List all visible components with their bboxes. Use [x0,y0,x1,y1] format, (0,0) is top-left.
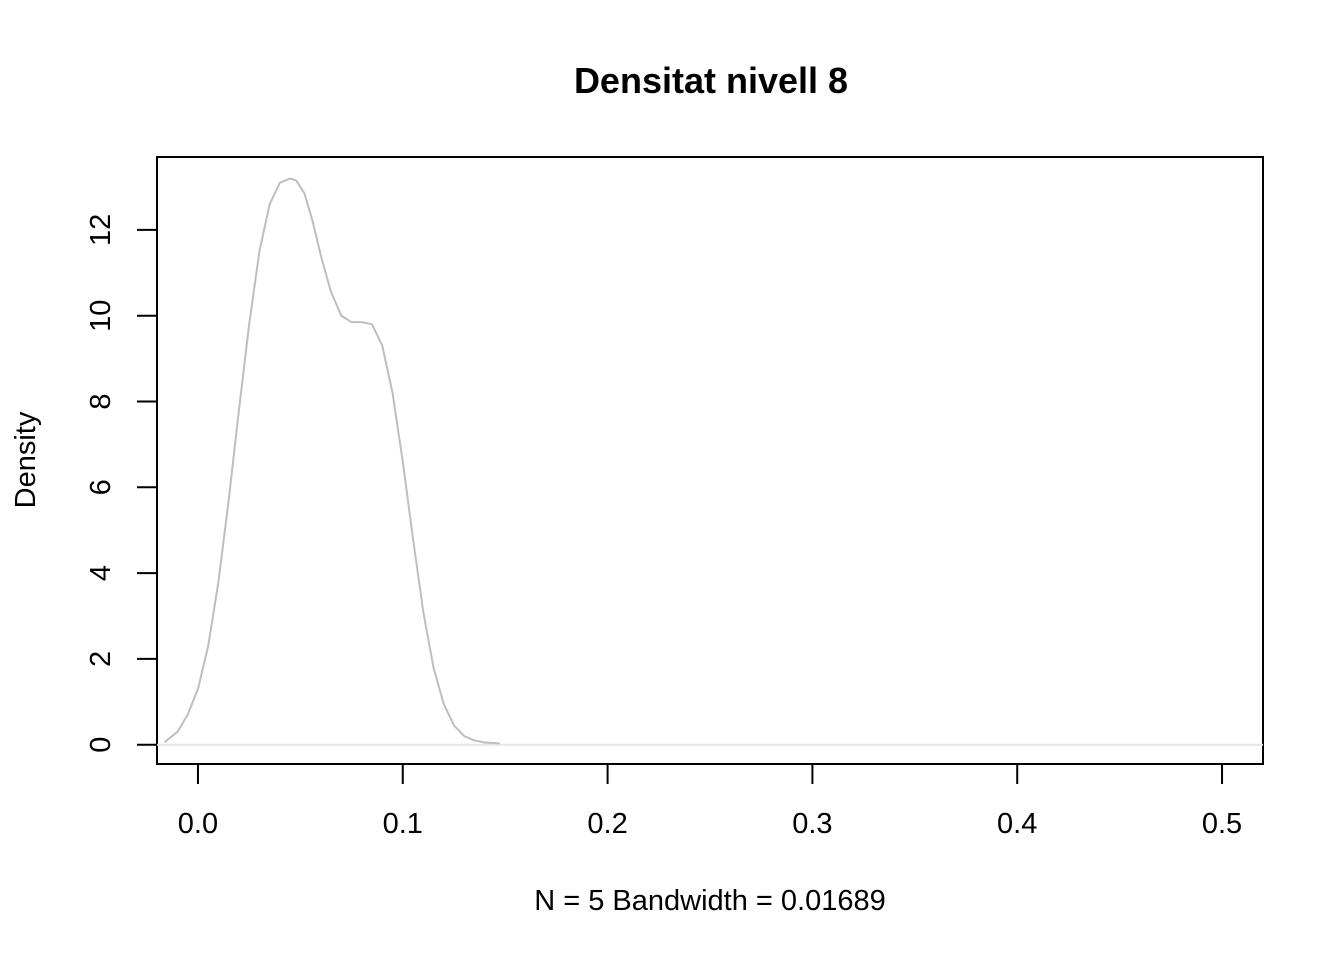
x-axis-label: N = 5 Bandwidth = 0.01689 [534,885,885,917]
x-tick-label: 0.0 [178,808,218,840]
chart-title: Densitat nivell 8 [574,60,848,101]
y-tick-label: 12 [85,214,117,246]
x-tick-label: 0.3 [792,808,832,840]
y-tick-label: 0 [85,737,117,753]
y-tick-label: 6 [85,479,117,495]
y-axis-label: Density [10,411,42,508]
density-curve [164,177,501,745]
y-tick-label: 4 [85,565,117,581]
plot-area [157,177,1263,746]
y-axis: 0 2 4 6 8 10 12 [85,214,158,753]
y-tick-label: 10 [85,300,117,332]
x-tick-label: 0.4 [997,808,1037,840]
plot-frame [156,156,1264,765]
x-tick-label: 0.5 [1202,808,1242,840]
y-tick-label: 2 [85,651,117,667]
x-tick-label: 0.2 [587,808,627,840]
x-axis: 0.0 0.1 0.2 0.3 0.4 0.5 [178,763,1242,840]
y-tick-label: 8 [85,393,117,409]
x-tick-label: 0.1 [383,808,423,840]
